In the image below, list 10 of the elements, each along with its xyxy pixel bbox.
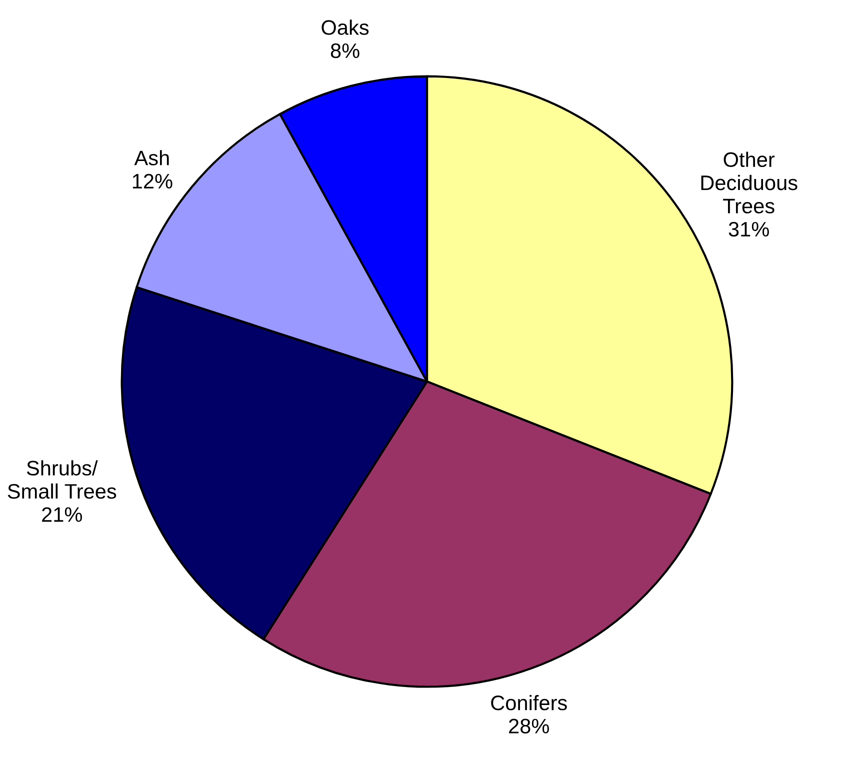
data-label: 21%: [42, 507, 82, 522]
slice-label: Conifers: [491, 694, 567, 710]
data-label: 28%: [509, 718, 549, 734]
slice-label: Oaks: [322, 20, 369, 35]
slice-label: Other Deciduous Trees: [701, 152, 798, 214]
data-label: 12%: [132, 174, 172, 189]
data-label: 31%: [728, 222, 769, 237]
slice-label: Shrubs/ Small Trees: [8, 460, 116, 499]
slice-label: Ash: [134, 150, 169, 166]
data-label: 8%: [330, 43, 360, 58]
